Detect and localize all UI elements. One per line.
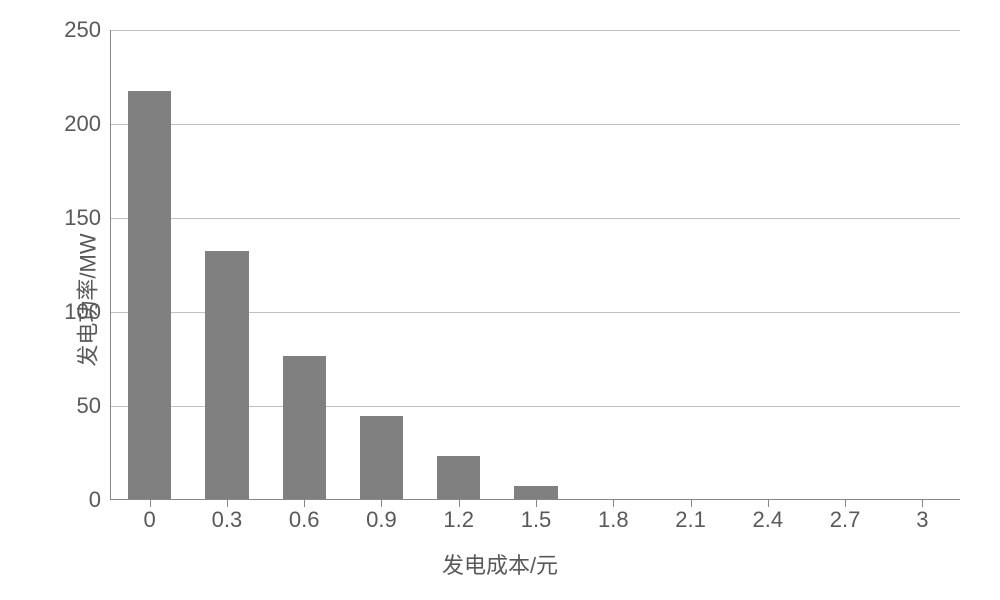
gridline: [111, 218, 960, 219]
plot-area: 05010015020025000.30.60.91.21.51.82.12.4…: [110, 30, 960, 500]
x-tick-label: 0.9: [366, 499, 397, 533]
x-tick-label: 1.5: [521, 499, 552, 533]
x-tick-label: 2.4: [753, 499, 784, 533]
x-tick-label: 3: [916, 499, 928, 533]
y-tick-label: 50: [77, 393, 111, 419]
x-tick-label: 2.1: [675, 499, 706, 533]
x-axis-label: 发电成本/元: [442, 548, 558, 580]
y-tick-label: 100: [64, 299, 111, 325]
bar: [514, 486, 557, 499]
x-tick-label: 1.8: [598, 499, 629, 533]
y-tick-label: 200: [64, 111, 111, 137]
x-tick-label: 0: [144, 499, 156, 533]
gridline: [111, 30, 960, 31]
bar-chart: 发电功率/MW 05010015020025000.30.60.91.21.51…: [20, 20, 980, 580]
bar: [205, 251, 248, 499]
bar: [360, 416, 403, 499]
bar: [283, 356, 326, 499]
bar: [128, 91, 171, 499]
bar: [437, 456, 480, 499]
y-tick-label: 0: [89, 487, 111, 513]
y-tick-label: 150: [64, 205, 111, 231]
x-tick-label: 0.6: [289, 499, 320, 533]
x-tick-label: 1.2: [443, 499, 474, 533]
gridline: [111, 124, 960, 125]
y-tick-label: 250: [64, 17, 111, 43]
x-tick-label: 0.3: [212, 499, 243, 533]
x-tick-label: 2.7: [830, 499, 861, 533]
